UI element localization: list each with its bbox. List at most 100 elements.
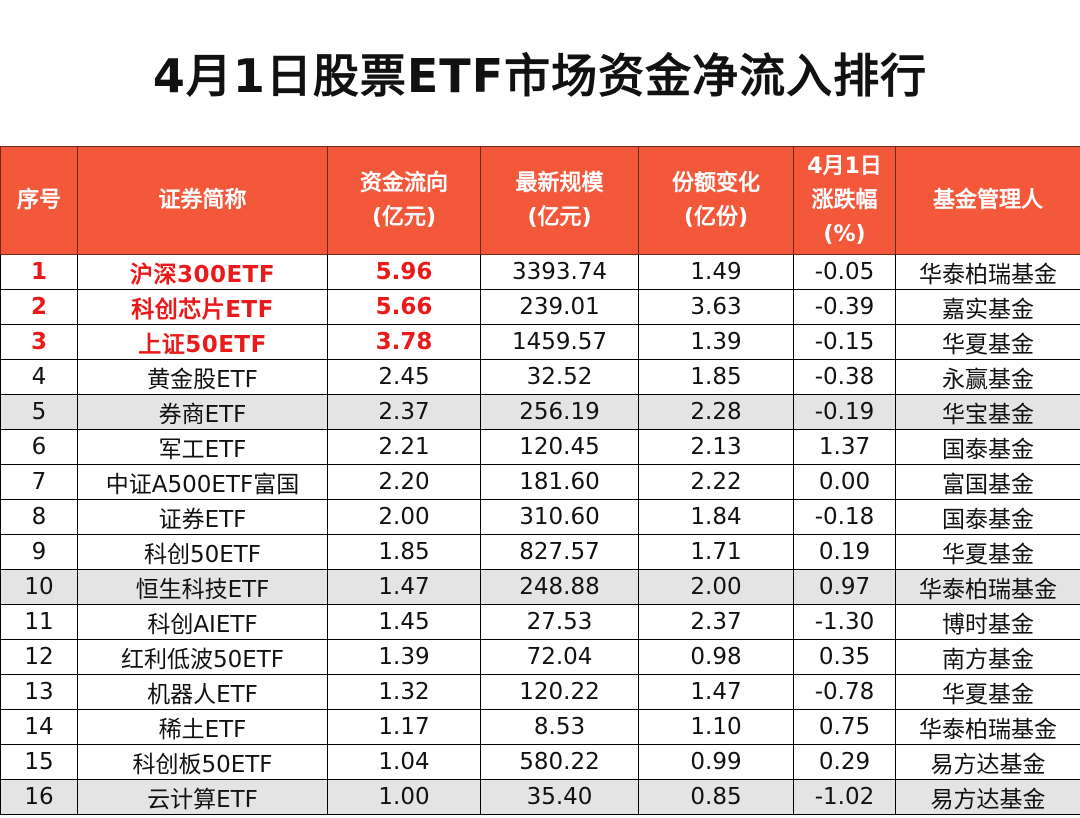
header-name: 证券简称	[77, 146, 328, 255]
shares-cell: 1.85	[638, 359, 794, 395]
manager-cell: 国泰基金	[895, 429, 1080, 465]
header-shares: 份额变化 (亿份)	[638, 146, 794, 255]
rank-cell: 1	[0, 254, 78, 290]
flow-cell: 1.00	[327, 779, 481, 815]
manager-cell: 嘉实基金	[895, 289, 1080, 325]
change-cell: -0.18	[793, 499, 896, 535]
table-row: 13 机器人ETF 1.32 120.22 1.47 -0.78 华夏基金	[0, 674, 1080, 710]
name-cell: 稀土ETF	[77, 709, 328, 745]
name-cell: 沪深300ETF	[77, 254, 328, 290]
header-scale-line2: (亿元)	[527, 204, 592, 230]
table-row: 15 科创板50ETF 1.04 580.22 0.99 0.29 易方达基金	[0, 744, 1080, 780]
header-flow: 资金流向 (亿元)	[327, 146, 481, 255]
manager-cell: 博时基金	[895, 604, 1080, 640]
flow-cell: 5.96	[327, 254, 481, 290]
header-scale-line1: 最新规模	[515, 170, 604, 196]
flow-cell: 2.21	[327, 429, 481, 465]
change-cell: 0.00	[793, 464, 896, 500]
flow-cell: 1.32	[327, 674, 481, 710]
shares-cell: 0.85	[638, 779, 794, 815]
name-cell: 红利低波50ETF	[77, 639, 328, 675]
table-row: 7 中证A500ETF富国 2.20 181.60 2.22 0.00 富国基金	[0, 464, 1080, 500]
name-cell: 科创50ETF	[77, 534, 328, 570]
rank-cell: 6	[0, 429, 78, 465]
header-change-line1: 4月1日	[807, 153, 882, 179]
scale-cell: 181.60	[480, 464, 639, 500]
change-cell: -1.30	[793, 604, 896, 640]
change-cell: 0.97	[793, 569, 896, 605]
header-shares-line2: (亿份)	[683, 204, 749, 230]
name-cell: 云计算ETF	[77, 779, 328, 815]
shares-cell: 2.00	[638, 569, 794, 605]
manager-cell: 永赢基金	[895, 359, 1080, 395]
name-cell: 科创板50ETF	[77, 744, 328, 780]
flow-cell: 2.45	[327, 359, 481, 395]
table-row: 10 恒生科技ETF 1.47 248.88 2.00 0.97 华泰柏瑞基金	[0, 569, 1080, 605]
change-cell: -0.39	[793, 289, 896, 325]
shares-cell: 1.71	[638, 534, 794, 570]
scale-cell: 3393.74	[480, 254, 639, 290]
name-cell: 证券ETF	[77, 499, 328, 535]
shares-cell: 2.13	[638, 429, 794, 465]
manager-cell: 华宝基金	[895, 394, 1080, 430]
flow-cell: 1.47	[327, 569, 481, 605]
shares-cell: 1.84	[638, 499, 794, 535]
name-cell: 恒生科技ETF	[77, 569, 328, 605]
change-cell: 0.35	[793, 639, 896, 675]
header-flow-line2: (亿元)	[371, 204, 437, 230]
flow-cell: 1.85	[327, 534, 481, 570]
scale-cell: 72.04	[480, 639, 639, 675]
rank-cell: 11	[0, 604, 78, 640]
table-header-row: 序号 证券简称 资金流向 (亿元) 最新规模 (亿元) 份额变化 (亿份) 4月…	[0, 146, 1080, 255]
rank-cell: 10	[0, 569, 78, 605]
rank-cell: 14	[0, 709, 78, 745]
rank-cell: 15	[0, 744, 78, 780]
header-rank: 序号	[0, 146, 78, 255]
etf-inflow-table: 序号 证券简称 资金流向 (亿元) 最新规模 (亿元) 份额变化 (亿份) 4月…	[0, 146, 1080, 815]
change-cell: -0.38	[793, 359, 896, 395]
shares-cell: 2.37	[638, 604, 794, 640]
scale-cell: 580.22	[480, 744, 639, 780]
change-cell: 0.75	[793, 709, 896, 745]
flow-cell: 2.37	[327, 394, 481, 430]
name-cell: 科创AIETF	[77, 604, 328, 640]
table-row: 11 科创AIETF 1.45 27.53 2.37 -1.30 博时基金	[0, 604, 1080, 640]
table-row: 5 券商ETF 2.37 256.19 2.28 -0.19 华宝基金	[0, 394, 1080, 430]
flow-cell: 1.04	[327, 744, 481, 780]
scale-cell: 1459.57	[480, 324, 639, 360]
change-cell: -0.19	[793, 394, 896, 430]
rank-cell: 4	[0, 359, 78, 395]
manager-cell: 华夏基金	[895, 674, 1080, 710]
shares-cell: 1.39	[638, 324, 794, 360]
shares-cell: 0.98	[638, 639, 794, 675]
table-row: 1 沪深300ETF 5.96 3393.74 1.49 -0.05 华泰柏瑞基金	[0, 254, 1080, 290]
manager-cell: 华泰柏瑞基金	[895, 569, 1080, 605]
change-cell: -0.78	[793, 674, 896, 710]
manager-cell: 国泰基金	[895, 499, 1080, 535]
rank-cell: 7	[0, 464, 78, 500]
header-change-line2: 涨跌幅	[811, 187, 878, 213]
name-cell: 上证50ETF	[77, 324, 328, 360]
shares-cell: 1.47	[638, 674, 794, 710]
table-row: 12 红利低波50ETF 1.39 72.04 0.98 0.35 南方基金	[0, 639, 1080, 675]
change-cell: -0.05	[793, 254, 896, 290]
header-flow-line1: 资金流向	[359, 170, 448, 196]
rank-cell: 13	[0, 674, 78, 710]
header-change: 4月1日 涨跌幅 (%)	[793, 146, 896, 255]
change-cell: -1.02	[793, 779, 896, 815]
manager-cell: 易方达基金	[895, 779, 1080, 815]
rank-cell: 12	[0, 639, 78, 675]
table-row: 6 军工ETF 2.21 120.45 2.13 1.37 国泰基金	[0, 429, 1080, 465]
change-cell: 0.29	[793, 744, 896, 780]
manager-cell: 易方达基金	[895, 744, 1080, 780]
table-body: 1 沪深300ETF 5.96 3393.74 1.49 -0.05 华泰柏瑞基金 2 科创芯片…	[0, 254, 1080, 815]
flow-cell: 2.00	[327, 499, 481, 535]
flow-cell: 1.45	[327, 604, 481, 640]
name-cell: 机器人ETF	[77, 674, 328, 710]
header-shares-line1: 份额变化	[671, 170, 760, 196]
change-cell: 0.19	[793, 534, 896, 570]
change-cell: -0.15	[793, 324, 896, 360]
page-title: 4月1日股票ETF市场资金净流入排行	[152, 49, 928, 103]
shares-cell: 1.10	[638, 709, 794, 745]
flow-cell: 3.78	[327, 324, 481, 360]
